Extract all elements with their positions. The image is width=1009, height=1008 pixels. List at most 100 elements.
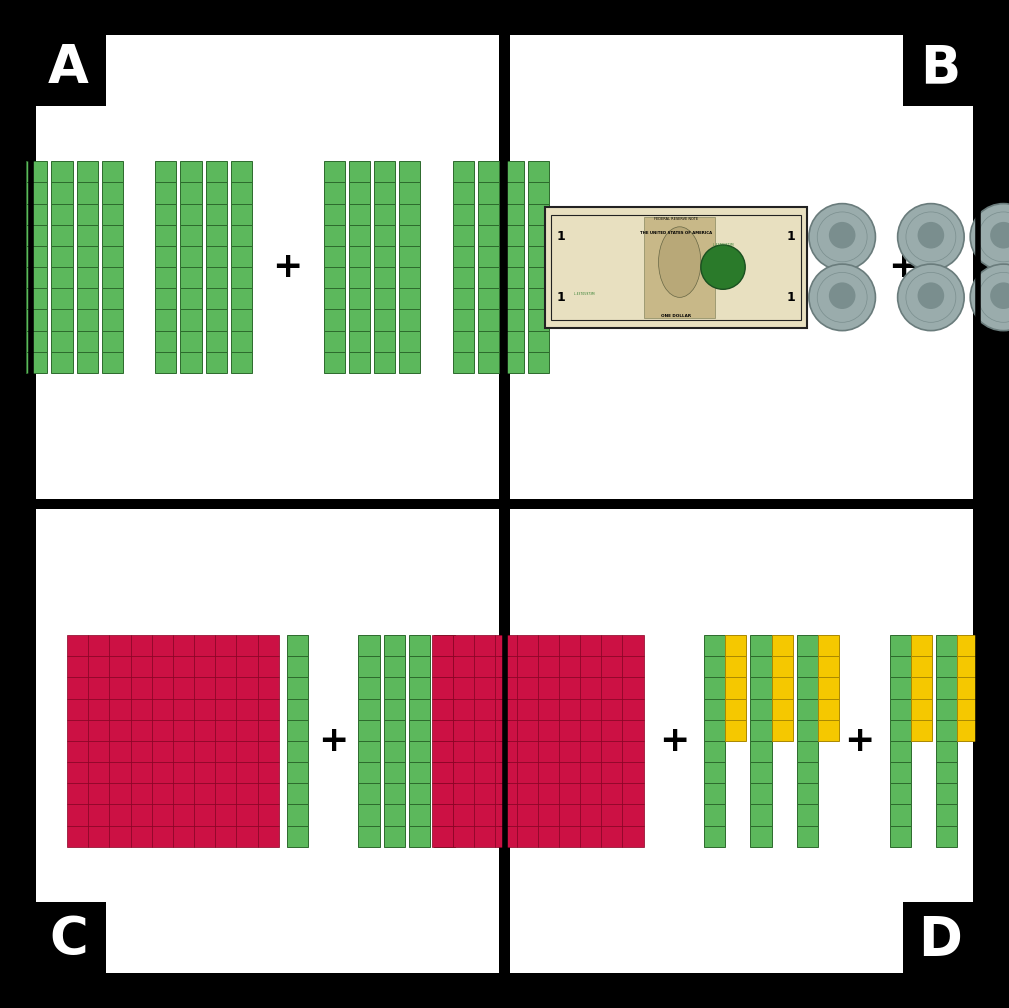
Bar (173, 741, 194, 762)
Bar (478, 352, 499, 373)
Bar (151, 699, 173, 720)
Bar (409, 762, 430, 783)
Text: L 43705973M: L 43705973M (712, 243, 734, 247)
Bar (51, 309, 73, 331)
Bar (383, 741, 405, 762)
Bar (51, 204, 73, 225)
Bar (495, 656, 517, 677)
Bar (374, 246, 396, 267)
Bar (358, 677, 379, 699)
Bar (528, 161, 549, 182)
Bar (130, 783, 151, 804)
Bar (559, 656, 580, 677)
Bar (538, 783, 559, 804)
Bar (88, 804, 109, 826)
Bar (151, 656, 173, 677)
Bar (510, 509, 974, 973)
Bar (517, 804, 538, 826)
Bar (181, 352, 202, 373)
Bar (478, 309, 499, 331)
Bar (151, 741, 173, 762)
Bar (102, 161, 123, 182)
Bar (453, 656, 474, 677)
Bar (374, 331, 396, 352)
Circle shape (971, 204, 1009, 270)
Bar (538, 826, 559, 847)
Bar (704, 826, 725, 847)
Bar (495, 677, 517, 699)
Bar (324, 309, 345, 331)
Circle shape (898, 204, 965, 270)
Text: THE UNITED STATES OF AMERICA: THE UNITED STATES OF AMERICA (640, 231, 712, 235)
Bar (349, 288, 370, 309)
Bar (538, 635, 559, 656)
Bar (559, 783, 580, 804)
Bar (725, 656, 747, 677)
Bar (383, 635, 405, 656)
Bar (517, 720, 538, 741)
Bar (958, 656, 979, 677)
Bar (257, 804, 278, 826)
Bar (528, 246, 549, 267)
Bar (151, 826, 173, 847)
Bar (383, 762, 405, 783)
Bar (559, 699, 580, 720)
Bar (215, 783, 236, 804)
Text: +: + (318, 724, 348, 758)
Bar (528, 182, 549, 204)
Bar (155, 309, 177, 331)
Bar (194, 804, 215, 826)
Bar (503, 204, 524, 225)
Bar (26, 204, 47, 225)
Bar (503, 182, 524, 204)
Bar (215, 762, 236, 783)
Bar (109, 677, 130, 699)
Bar (155, 246, 177, 267)
Bar (287, 741, 308, 762)
Bar (890, 762, 911, 783)
Bar (538, 699, 559, 720)
Bar (130, 699, 151, 720)
Bar (936, 783, 958, 804)
Bar (215, 741, 236, 762)
Bar (559, 804, 580, 826)
Bar (257, 720, 278, 741)
Bar (580, 677, 601, 699)
Bar (206, 161, 227, 182)
Bar (130, 677, 151, 699)
Bar (109, 804, 130, 826)
Bar (797, 741, 818, 762)
Bar (890, 699, 911, 720)
Bar (109, 656, 130, 677)
Bar (911, 677, 932, 699)
Bar (181, 246, 202, 267)
Bar (77, 288, 98, 309)
Bar (231, 225, 252, 246)
Bar (453, 762, 474, 783)
Bar (409, 804, 430, 826)
Bar (206, 182, 227, 204)
Bar (453, 699, 474, 720)
Bar (400, 182, 421, 204)
Bar (349, 204, 370, 225)
Bar (432, 804, 453, 826)
Bar (236, 720, 257, 741)
Bar (580, 783, 601, 804)
Bar (26, 225, 47, 246)
Bar (432, 783, 453, 804)
Text: 1: 1 (557, 231, 565, 243)
Bar (173, 826, 194, 847)
Bar (797, 762, 818, 783)
Bar (453, 161, 474, 182)
Bar (383, 804, 405, 826)
Bar (751, 656, 772, 677)
Bar (173, 762, 194, 783)
Bar (517, 677, 538, 699)
Bar (231, 246, 252, 267)
Bar (601, 741, 623, 762)
Bar (88, 762, 109, 783)
Bar (206, 246, 227, 267)
Bar (725, 677, 747, 699)
Bar (503, 161, 524, 182)
Bar (77, 331, 98, 352)
